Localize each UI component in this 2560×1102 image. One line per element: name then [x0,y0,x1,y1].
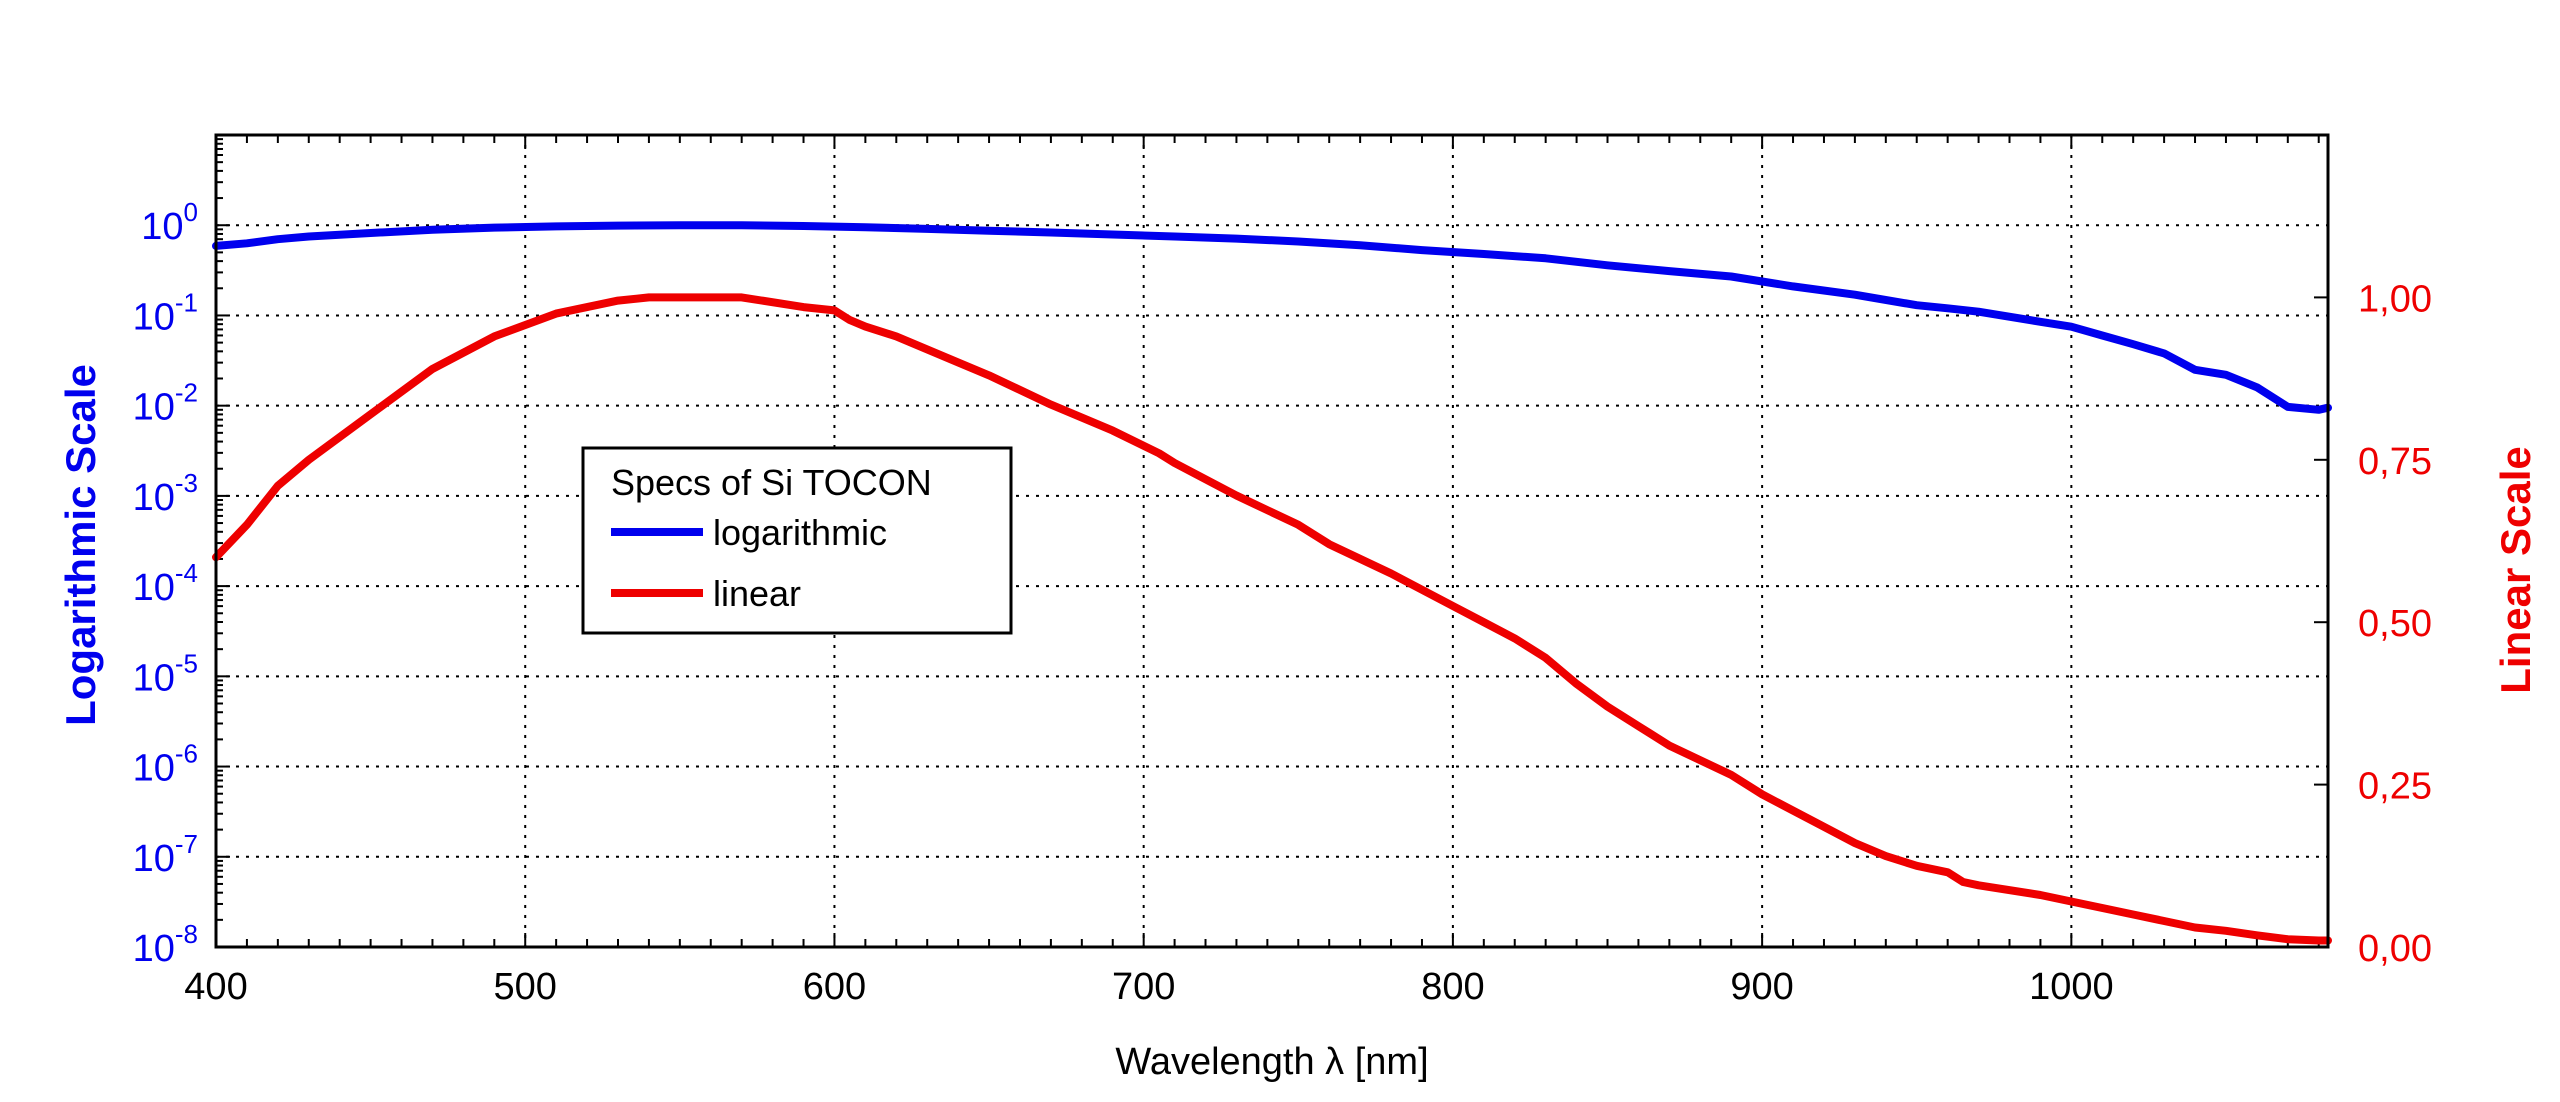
left-y-tick-label: 10-8 [133,919,198,970]
x-tick-label: 900 [1730,966,1793,1008]
left-y-axis-title: Logarithmic Scale [57,364,104,726]
right-y-tick-label: 0,00 [2358,928,2432,970]
right-y-axis-ticks: 1,00 0,75 0,50 0,25 0,00 [2358,278,2432,970]
left-y-tick-label: 10-2 [133,378,198,429]
series-line-linear [212,293,2332,945]
x-tick-label: 800 [1421,966,1484,1008]
left-y-tick-label: 10-1 [133,287,198,338]
plot-frame [214,133,2330,949]
x-tick-label: 500 [494,966,557,1008]
right-y-tick-label: 0,75 [2358,441,2432,483]
gridlines [216,135,2328,947]
legend-label-logarithmic: logarithmic [713,512,887,553]
left-y-tick-label: 100 [141,197,198,248]
right-y-tick-label: 0,50 [2358,603,2432,645]
legend: Specs of Si TOCON logarithmic linear [581,446,1013,635]
x-tick-label: 400 [184,966,247,1008]
left-y-tick-label: 10-6 [133,739,198,790]
x-axis-title: Wavelength λ [nm] [1115,1041,1428,1083]
left-y-tick-label: 10-4 [133,558,198,609]
right-y-axis-title: Linear Scale [2492,446,2539,693]
data-series [212,221,2332,945]
left-y-axis-ticks: 100 10-1 10-2 10-3 10-4 10-5 10-6 10-7 10-8 [133,197,198,970]
left-y-tick-label: 10-3 [133,468,198,519]
left-y-tick-label: 10-7 [133,829,198,880]
legend-box [581,446,1013,635]
x-axis-ticks: 400 500 600 700 800 900 1000 [184,966,2113,1008]
series-line-logarithmic [212,221,2332,414]
legend-title: Specs of Si TOCON [611,462,932,503]
x-tick-label: 1000 [2029,966,2114,1008]
plot-area [216,135,2328,947]
left-y-tick-label: 10-5 [133,648,198,699]
right-y-tick-label: 1,00 [2358,278,2432,320]
x-tick-label: 700 [1112,966,1175,1008]
x-tick-label: 600 [803,966,866,1008]
right-y-tick-label: 0,25 [2358,766,2432,808]
legend-label-linear: linear [713,573,801,614]
